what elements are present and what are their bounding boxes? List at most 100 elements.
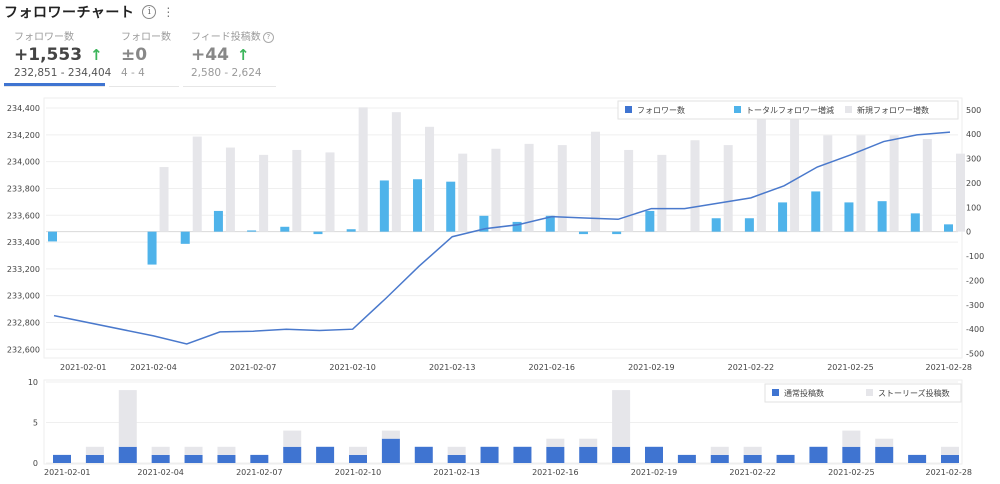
regular-post-bar [776, 454, 795, 463]
x-tick-label: 2021-02-28 [926, 468, 973, 477]
y-left-tick-label: 234,000 [7, 158, 40, 167]
total-change-bar [844, 202, 854, 232]
y-right-tick-label: 0 [966, 228, 971, 237]
regular-post-bar [809, 446, 828, 463]
new-follower-bar [557, 145, 567, 232]
y-left-tick-label: 233,000 [7, 292, 40, 301]
stat-followers[interactable]: フォロワー数 +1,553 ↑ 232,851 - 234,404 [14, 28, 111, 86]
stat-label: フォロワー数 [14, 32, 74, 43]
y-left-tick-label: 232,600 [7, 345, 40, 354]
total-change-bar [545, 215, 555, 232]
total-change-bar [379, 180, 389, 232]
tab-divider [4, 86, 105, 87]
y-right-tick-label: -300 [966, 301, 984, 310]
story-post-bar [710, 446, 729, 455]
info-icon[interactable]: i [142, 5, 157, 19]
story-post-bar [447, 446, 466, 455]
total-change-bar [811, 191, 821, 232]
regular-post-bar [283, 446, 302, 463]
legend-box [617, 100, 959, 120]
legend-label: フォロワー数 [637, 105, 685, 115]
story-post-bar [118, 390, 137, 447]
stat-following[interactable]: フォロー数 ±0 4 - 4 [121, 28, 171, 86]
regular-post-bar [151, 454, 170, 463]
total-change-bar [645, 210, 655, 232]
tab-divider [183, 86, 276, 87]
regular-post-bar [118, 446, 137, 463]
stat-label: フォロー数 [121, 32, 171, 43]
new-follower-bar [856, 135, 866, 232]
more-vertical-icon[interactable]: ⋮ [162, 5, 174, 19]
new-follower-bar [524, 143, 534, 232]
legend-swatch [734, 106, 741, 113]
x-tick-label: 2021-02-01 [44, 468, 91, 477]
regular-post-bar [645, 446, 663, 463]
total-change-bar [180, 231, 190, 244]
y-right-tick-label: 300 [966, 155, 981, 164]
story-post-bar [217, 446, 236, 455]
total-change-bar [446, 181, 456, 232]
legend-box [764, 383, 962, 403]
new-follower-bar [756, 106, 766, 232]
total-change-bar [213, 210, 223, 232]
y-left-tick-label: 232,800 [7, 318, 40, 327]
legend-label: 新規フォロワー増数 [857, 105, 929, 115]
stat-value: +1,553 [14, 45, 83, 65]
legend-swatch [772, 389, 779, 396]
total-change-bar [910, 213, 920, 232]
story-post-bar [151, 446, 170, 455]
total-change-bar [48, 231, 57, 242]
story-post-bar [349, 446, 367, 455]
total-change-bar [512, 221, 522, 232]
story-post-bar [184, 446, 203, 455]
new-follower-bar [425, 126, 435, 232]
story-post-bar [612, 390, 631, 447]
x-tick-label: 2021-02-04 [137, 468, 184, 477]
arrow-up-icon: ↑ [90, 46, 103, 64]
regular-post-bar [579, 446, 598, 463]
y-left-tick-label: 233,400 [7, 238, 40, 247]
x-tick-label: 2021-02-07 [236, 468, 283, 477]
new-follower-bar [391, 112, 401, 232]
total-change-bar [413, 179, 423, 232]
story-post-bar [875, 438, 894, 447]
new-follower-bar [790, 109, 800, 232]
y-left-tick-label: 233,600 [7, 211, 40, 220]
follower-count-line [53, 131, 951, 345]
stat-range: 2,580 - 2,624 [191, 67, 262, 79]
y-tick-label: 10 [28, 378, 38, 387]
regular-post-bar [612, 446, 631, 463]
x-tick-label: 2021-02-19 [628, 363, 675, 372]
new-follower-bar [458, 153, 468, 232]
help-icon[interactable]: ? [262, 31, 274, 43]
new-follower-bar [823, 135, 833, 232]
stat-feed-posts[interactable]: フィード投稿数? +44 ↑ 2,580 - 2,624 [191, 28, 274, 86]
regular-post-bar [349, 454, 367, 463]
x-tick-label: 2021-02-04 [130, 363, 177, 372]
story-post-bar [381, 430, 400, 439]
x-tick-label: 2021-02-22 [729, 468, 776, 477]
regular-post-bar [85, 454, 104, 463]
regular-post-bar [908, 454, 927, 463]
new-follower-bar [358, 107, 368, 232]
new-follower-bar [889, 135, 899, 232]
total-change-bar [346, 229, 356, 232]
new-follower-bar [192, 136, 202, 232]
regular-post-bar [414, 446, 433, 463]
new-follower-bar [259, 154, 269, 232]
chart-header: フォロワーチャート i ⋮ [4, 2, 174, 22]
regular-post-bar [217, 454, 236, 463]
arrow-up-icon: ↑ [236, 46, 250, 64]
legend-swatch [866, 389, 873, 396]
y-right-tick-label: 500 [966, 106, 981, 115]
regular-post-bar [447, 454, 466, 463]
stat-value: +44 [191, 45, 229, 65]
regular-post-bar [842, 446, 861, 463]
posts-plot-frame [43, 379, 963, 465]
story-post-bar [842, 430, 861, 447]
stat-value: ±0 [121, 45, 148, 65]
legend-label: 通常投稿数 [784, 388, 824, 398]
new-follower-bar [956, 153, 965, 232]
x-tick-label: 2021-02-19 [631, 468, 678, 477]
